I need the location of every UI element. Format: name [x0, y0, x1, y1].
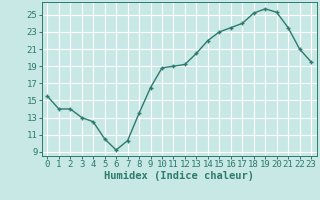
- X-axis label: Humidex (Indice chaleur): Humidex (Indice chaleur): [104, 171, 254, 181]
